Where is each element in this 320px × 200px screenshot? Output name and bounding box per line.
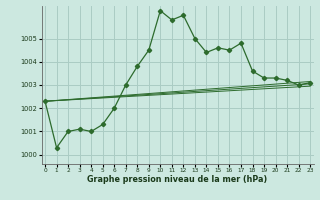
X-axis label: Graphe pression niveau de la mer (hPa): Graphe pression niveau de la mer (hPa): [87, 175, 268, 184]
